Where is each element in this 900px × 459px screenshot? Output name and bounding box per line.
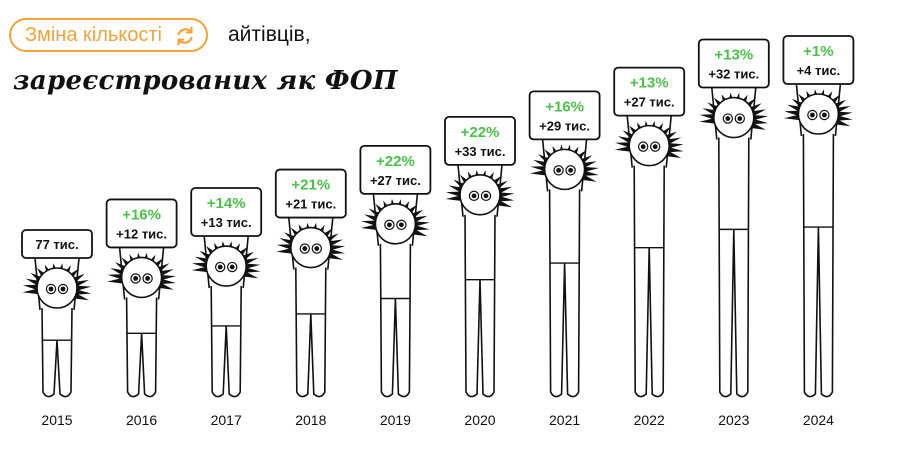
head-2019 [374,203,417,245]
value-label-2022: +27 тис. [624,95,675,110]
chart-title: Зміна кількості айтівців, зареєстрованих… [9,18,429,98]
figure-2017: +14% +13 тис. 2017 [190,187,263,428]
figure-2020: +22% +33 тис. 2020 [444,115,516,428]
head-2017 [205,245,247,287]
bar-2022 [633,165,665,398]
pupil-right-2024 [822,112,827,118]
sign-2023 [697,38,770,89]
pupil-left-2018 [302,246,308,251]
head-2020 [459,174,501,216]
pupil-left-2023 [725,116,731,121]
value-label-2020: +33 тис. [455,144,506,159]
bar-2017 [210,286,242,398]
sign-2021 [528,90,601,141]
value-label-2023: +32 тис. [708,67,759,82]
head-2022 [628,124,671,167]
bar-2019 [379,243,412,398]
change-label-2017: +14% [207,195,246,212]
head-2021 [543,148,586,191]
change-label-2019: +22% [376,153,415,170]
change-label-2024: +1% [803,43,833,60]
change-label-2023: +13% [714,47,753,64]
change-label-2020: +22% [461,124,500,141]
bar-2021 [548,189,581,398]
tick-label-2017: 2017 [211,412,242,428]
pupil-left-2020 [471,193,477,199]
bar-2023 [718,137,750,398]
pupil-right-2021 [568,167,573,173]
pupil-right-2015 [60,286,66,292]
tick-label-2018: 2018 [295,412,326,428]
tick-label-2022: 2022 [634,412,665,428]
sign-2022 [613,66,686,117]
value-label-2019: +27 тис. [370,173,421,188]
pupil-left-2021 [556,167,561,173]
value-label-2017: +13 тис. [201,215,252,230]
figure-2016: +16% +12 тис. 2016 [105,198,178,428]
bar-2015 [41,307,73,398]
value-label-2018: +21 тис. [285,197,336,212]
pupil-left-2019 [387,222,392,228]
head-2015 [36,267,78,309]
refresh-icon [177,26,193,46]
tick-label-2023: 2023 [718,412,749,428]
figure-2019: +22% +27 тис. 2019 [359,144,432,428]
title-subline: зареєстрованих як ФОП [13,66,398,96]
value-label-2016: +12 тис. [116,226,167,241]
head-2024 [797,93,840,135]
bar-2016 [125,297,158,398]
sign-2018 [274,168,347,219]
figure-2018: +21% +21 тис. 2018 [274,168,347,428]
change-label-2016: +16% [122,206,161,223]
sign-2015 [21,229,93,259]
value-label-2021: +29 тис. [539,118,590,133]
change-label-2022: +13% [630,75,669,92]
pupil-left-2024 [810,112,815,118]
value-label-2024: +4 тис. [797,63,841,78]
pupil-left-2022 [640,144,646,150]
title-highlight-text: Зміна кількості [25,23,162,46]
tick-label-2021: 2021 [549,412,580,428]
bar-2020 [464,214,496,398]
pupil-right-2017 [229,264,235,270]
tick-label-2015: 2015 [41,412,72,428]
figure-2022: +13% +27 тис. 2022 [613,66,686,428]
bar-2018 [295,267,327,398]
sign-2019 [359,144,432,195]
sign-2020 [444,115,516,166]
tick-label-2024: 2024 [803,412,834,428]
sign-2017 [190,187,263,237]
figure-2021: +16% +29 тис. 2021 [528,90,601,428]
title-rest-text: айтівців, [228,23,311,46]
pupil-right-2018 [314,246,320,251]
figure-2023: +13% +32 тис. 2023 [697,38,770,428]
value-label-2015: 77 тис. [35,237,78,252]
tick-label-2016: 2016 [126,412,157,428]
change-label-2021: +16% [545,98,584,115]
pupil-left-2015 [48,286,54,292]
pupil-right-2020 [483,193,489,199]
title-highlight-pill: Зміна кількості [9,18,208,52]
sign-2024 [782,35,855,85]
pupil-right-2016 [145,276,151,281]
pupil-right-2023 [737,116,743,121]
figure-2015: 77 тис. 2015 [21,229,93,428]
tick-label-2019: 2019 [380,412,411,428]
sign-2016 [105,198,178,249]
pupil-right-2022 [652,144,658,150]
pupil-right-2019 [399,222,404,228]
figure-2024: +1% +4 тис. 2024 [782,35,855,428]
pupil-left-2016 [133,276,139,281]
head-2016 [120,256,163,299]
change-label-2018: +21% [291,177,330,194]
pupil-left-2017 [217,264,223,270]
tick-label-2020: 2020 [464,412,495,428]
head-2023 [712,96,755,139]
bar-2024 [802,133,835,398]
head-2018 [289,226,332,269]
